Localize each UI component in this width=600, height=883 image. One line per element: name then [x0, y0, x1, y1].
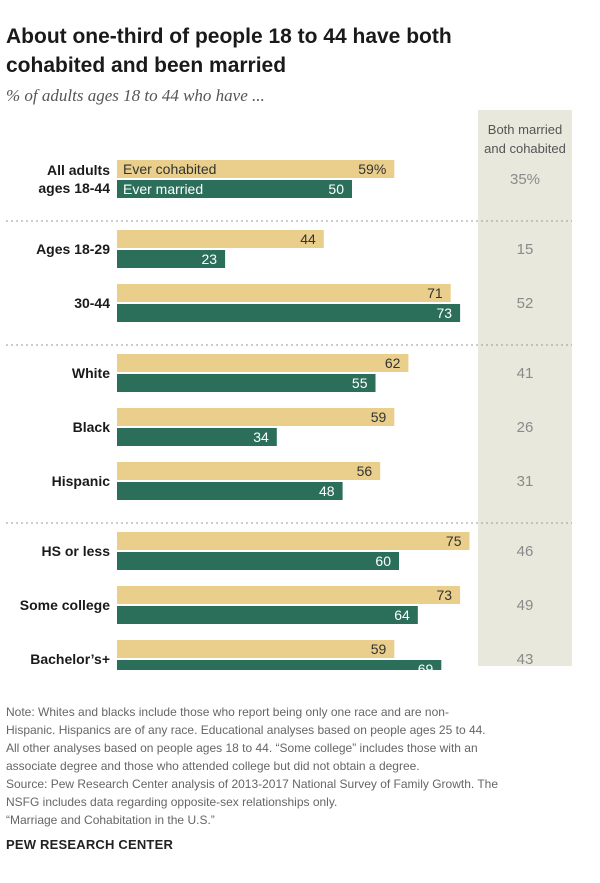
value-label-cohabited: 62 — [385, 355, 401, 371]
value-label-both: 43 — [517, 651, 534, 668]
note-line: “Marriage and Cohabitation in the U.S.” — [6, 813, 215, 827]
bar-married — [117, 250, 226, 268]
bar-married — [117, 374, 376, 392]
value-label-cohabited: 75 — [446, 533, 462, 549]
row-label: HS or less — [42, 543, 111, 559]
note-line: Hispanic. Hispanics are of any race. Edu… — [6, 723, 486, 737]
bar-cohabited — [117, 230, 324, 248]
bar-cohabited — [117, 532, 470, 550]
note-line: Source: Pew Research Center analysis of … — [6, 777, 499, 791]
value-label-married: 50 — [328, 181, 344, 197]
value-label-both: 15 — [517, 241, 534, 258]
series-name-cohabited: Ever cohabited — [123, 161, 216, 177]
bar-married — [117, 428, 277, 446]
bar-chart: Both married and cohabited All adults ages … — [6, 110, 572, 670]
notes: Note: Whites and blacks include those wh… — [6, 703, 591, 829]
bar-married — [117, 660, 442, 670]
note-line: NSFG includes data regarding opposite-se… — [6, 795, 338, 809]
bar-married — [117, 482, 343, 500]
note-line: All other analyses based on people ages … — [6, 741, 478, 755]
row-label: ages 18-44 — [38, 180, 110, 196]
both-column-header-line-1: Both married — [488, 122, 562, 137]
row-label: Hispanic — [52, 473, 111, 489]
value-label-cohabited: 59 — [371, 641, 387, 657]
both-column-panel — [478, 110, 572, 666]
value-label-married: 60 — [375, 553, 391, 569]
value-label-both: 31 — [517, 473, 534, 490]
value-label-married: 34 — [253, 429, 269, 445]
value-label-cohabited: 44 — [300, 231, 316, 247]
series-name-married: Ever married — [123, 181, 203, 197]
title-line-1: About one-third of people 18 to 44 have … — [6, 25, 452, 48]
bar-married — [117, 606, 418, 624]
chart-subtitle: % of adults ages 18 to 44 who have ... — [6, 86, 265, 105]
value-label-cohabited: 59% — [358, 161, 386, 177]
value-label-cohabited: 59 — [371, 409, 387, 425]
brand-logo-text: PEW RESEARCH CENTER — [6, 837, 174, 852]
bar-cohabited — [117, 586, 461, 604]
row-label: Some college — [20, 597, 110, 613]
bar-cohabited — [117, 640, 395, 658]
row-label: All adults — [47, 162, 110, 178]
value-label-cohabited: 73 — [437, 587, 453, 603]
value-label-cohabited: 56 — [357, 463, 373, 479]
bar-married — [117, 180, 352, 198]
bar-cohabited — [117, 160, 395, 178]
bar-married — [117, 552, 399, 570]
value-label-cohabited: 71 — [427, 285, 443, 301]
value-label-both: 46 — [517, 543, 534, 560]
value-label-married: 55 — [352, 375, 368, 391]
bar-cohabited — [117, 354, 409, 372]
bar-cohabited — [117, 408, 395, 426]
value-label-married: 69 — [418, 661, 434, 670]
value-label-married: 48 — [319, 483, 335, 499]
value-label-married: 73 — [437, 305, 453, 321]
value-label-both: 41 — [517, 365, 534, 382]
value-label-both: 49 — [517, 597, 534, 614]
note-line: associate degree and those who attended … — [6, 759, 420, 773]
both-column-header-line-2: and cohabited — [484, 141, 566, 156]
row-label: Black — [73, 419, 111, 435]
value-label-both: 26 — [517, 419, 534, 436]
value-label-both: 35% — [510, 171, 540, 188]
row-label: White — [72, 365, 110, 381]
note-line: Note: Whites and blacks include those wh… — [6, 705, 449, 719]
value-label-both: 52 — [517, 295, 534, 312]
chart-title: About one-third of people 18 to 44 have … — [6, 22, 566, 80]
row-label: Bachelor’s+ — [30, 651, 110, 667]
value-label-married: 64 — [394, 607, 410, 623]
bar-cohabited — [117, 284, 451, 302]
value-label-married: 23 — [202, 251, 218, 267]
bar-married — [117, 304, 461, 322]
row-label: 30-44 — [74, 295, 110, 311]
title-line-2: cohabited and been married — [6, 54, 287, 77]
row-label: Ages 18-29 — [36, 241, 110, 257]
bar-cohabited — [117, 462, 381, 480]
